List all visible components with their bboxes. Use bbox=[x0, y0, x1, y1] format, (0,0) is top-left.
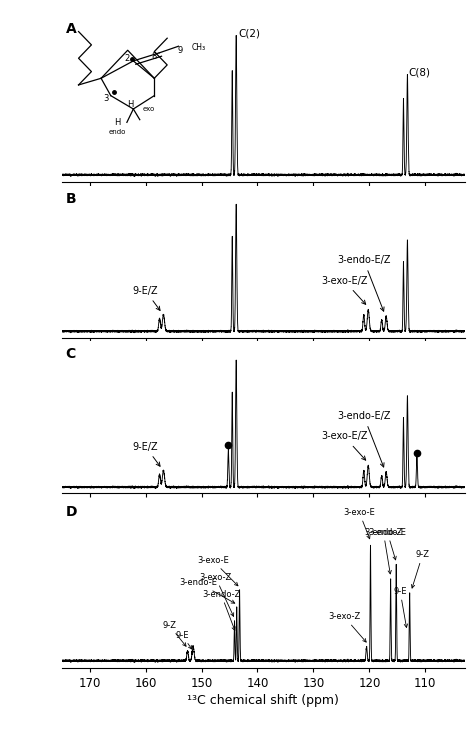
Text: 3-endo-E: 3-endo-E bbox=[180, 579, 235, 603]
Text: 3-exo-Z: 3-exo-Z bbox=[328, 612, 366, 642]
Text: 9-E/Z: 9-E/Z bbox=[133, 441, 160, 466]
Text: 3-exo-E: 3-exo-E bbox=[344, 508, 375, 539]
Text: A: A bbox=[65, 22, 76, 36]
Text: 3-endo-E/Z: 3-endo-E/Z bbox=[337, 255, 391, 311]
Text: C(2): C(2) bbox=[238, 28, 260, 39]
Text: 3-endo-Z: 3-endo-Z bbox=[202, 590, 240, 631]
Text: 3-endo-Z: 3-endo-Z bbox=[364, 528, 402, 574]
Text: D: D bbox=[65, 505, 77, 519]
Text: C: C bbox=[65, 347, 76, 361]
Text: 3-exo-Z: 3-exo-Z bbox=[200, 573, 234, 617]
Text: 3-exo-E: 3-exo-E bbox=[197, 556, 238, 585]
Text: 9-E: 9-E bbox=[393, 587, 408, 628]
Text: 3-exo-E/Z: 3-exo-E/Z bbox=[321, 275, 367, 304]
Text: 9-E/Z: 9-E/Z bbox=[133, 286, 160, 310]
Text: 3-exo-E/Z: 3-exo-E/Z bbox=[321, 431, 367, 460]
Text: 9-E: 9-E bbox=[175, 631, 192, 649]
X-axis label: ¹³C chemical shift (ppm): ¹³C chemical shift (ppm) bbox=[187, 694, 339, 707]
Text: C(8): C(8) bbox=[409, 68, 430, 77]
Text: 3-endo-E: 3-endo-E bbox=[368, 528, 406, 560]
Text: B: B bbox=[65, 191, 76, 206]
Text: 9-Z: 9-Z bbox=[411, 551, 429, 588]
Text: 3-endo-E/Z: 3-endo-E/Z bbox=[337, 411, 391, 467]
Text: 9-Z: 9-Z bbox=[162, 621, 186, 646]
